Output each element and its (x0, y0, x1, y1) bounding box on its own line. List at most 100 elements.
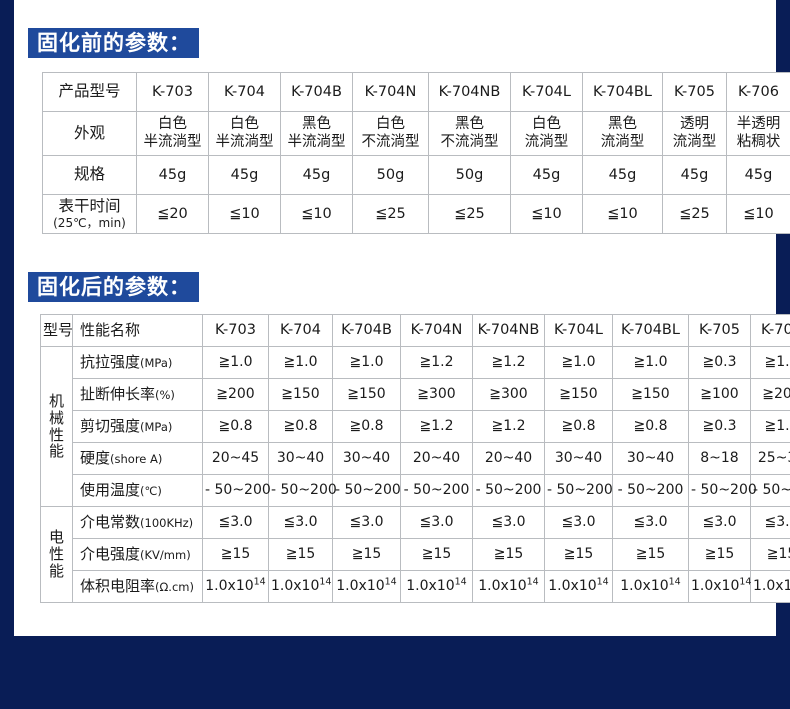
cell-appearance-7: 透明 流淌型 (662, 111, 727, 156)
group-label-char: 械 (48, 408, 64, 427)
cell-dry-0: ≦20 (136, 194, 209, 234)
cell-value-8: 1.0x1014 (750, 570, 790, 603)
cell-appearance-1: 白色 半流淌型 (208, 111, 281, 156)
cell-dry-3: ≦25 (352, 194, 429, 234)
property-name-text: 硬度 (80, 449, 111, 468)
cell-value-4: ≧300 (472, 378, 545, 411)
header-model-2: K-704B (332, 314, 401, 347)
row-label-sub: (25℃，min) (53, 215, 126, 230)
property-unit: (%) (155, 388, 175, 403)
cell-spec-4: 50g (428, 155, 511, 195)
cell-spec-2: 45g (280, 155, 353, 195)
cell-value-8: - 50~200 (750, 474, 790, 507)
cell-value-1: ≦3.0 (268, 506, 333, 539)
cell-value-5: ≧150 (544, 378, 613, 411)
cell-model-5: K-704L (510, 72, 583, 112)
appearance-line2: 半流淌型 (287, 133, 346, 150)
cell-value-5: ≦3.0 (544, 506, 613, 539)
cell-spec-0: 45g (136, 155, 209, 195)
row-label-spec: 规格 (42, 155, 137, 195)
group-label-char: 电 (48, 528, 64, 547)
table-body-post-cure: 机械性能抗拉强度(MPa) ≧1.0 ≧1.0 ≧1.0 ≧1.2 ≧1.2 ≧1.0 ≧1.… (40, 346, 790, 603)
cell-dry-6: ≦10 (582, 194, 663, 234)
cell-value-4: - 50~200 (472, 474, 545, 507)
header-model-5: K-704L (544, 314, 613, 347)
cell-appearance-5: 白色 流淌型 (510, 111, 583, 156)
property-unit: (MPa) (140, 356, 173, 371)
header-property-label: 性能名称 (72, 314, 203, 347)
cell-spec-7: 45g (662, 155, 727, 195)
property-name-text: 扯断伸长率 (80, 385, 156, 404)
property-name: 使用温度(℃) (72, 474, 203, 507)
cell-value-3: ≧1.2 (400, 410, 473, 443)
cell-value-5: 30~40 (544, 442, 613, 475)
appearance-line2: 流淌型 (600, 133, 645, 150)
cell-value-2: 30~40 (332, 442, 401, 475)
appearance-line1: 黑色 (302, 116, 331, 133)
cell-spec-5: 45g (510, 155, 583, 195)
table-post-cure: 型号 性能名称 K-703 K-704 K-704B K-704N K-704N… (40, 314, 790, 603)
cell-value-0: ≧1.0 (202, 346, 269, 379)
group-label-char: 能 (48, 442, 64, 461)
cell-value-8: ≦3.0 (750, 506, 790, 539)
cell-value-3: 1.0x1014 (400, 570, 473, 603)
group-label-1: 电性能 (40, 506, 73, 603)
row-label-surface-dry-time: 表干时间 (25℃，min) (42, 194, 137, 234)
cell-value-6: ≧15 (612, 538, 689, 571)
cell-value-5: - 50~200 (544, 474, 613, 507)
cell-value-7: ≧0.3 (688, 410, 751, 443)
cell-value-0: 1.0x1014 (202, 570, 269, 603)
table-row: 电性能介电常数(100KHz) ≦3.0 ≦3.0 ≦3.0 ≦3.0 ≦3.0 ≦3.0 ≦… (40, 506, 790, 603)
cell-value-2: ≦3.0 (332, 506, 401, 539)
appearance-line1: 白色 (230, 116, 259, 133)
cell-dry-2: ≦10 (280, 194, 353, 234)
group-label-char: 机 (48, 391, 64, 410)
section-pre-cure: 固化前的参数： (28, 28, 199, 58)
header-model-6: K-704BL (612, 314, 689, 347)
appearance-line1: 白色 (376, 116, 405, 133)
row-label-main: 表干时间 (58, 197, 121, 216)
appearance-line2: 流淌型 (524, 133, 569, 150)
appearance-line2: 流淌型 (672, 133, 717, 150)
cell-value-4: ≧1.2 (472, 410, 545, 443)
property-unit: (100KHz) (140, 516, 194, 531)
table-row-surface-dry-time: 表干时间 (25℃，min) ≦20 ≦10 ≦10 ≦25 ≦25 ≦10 ≦… (42, 194, 790, 234)
cell-value-3: ≦3.0 (400, 506, 473, 539)
cell-value-4: ≧15 (472, 538, 545, 571)
property-unit: (Ω.cm) (155, 580, 194, 595)
table-row-spec: 规格 45g 45g 45g 50g 50g 45g 45g 45g 45g (42, 155, 790, 195)
table-row: 使用温度(℃) - 50~200- 50~200- 50~200- 50~200-… (41, 474, 790, 507)
cell-value-1: ≧150 (268, 378, 333, 411)
table-row: 硬度(shore A) 20~45 30~40 30~40 20~40 20~40 30~4… (41, 442, 790, 475)
group-label-0: 机械性能 (40, 346, 73, 507)
group-label-char: 能 (48, 561, 64, 580)
section-post-cure: 固化后的参数： (28, 272, 199, 302)
property-unit: (MPa) (140, 420, 173, 435)
header-model-4: K-704NB (472, 314, 545, 347)
row-label-model: 产品型号 (42, 72, 137, 112)
property-name-text: 介电常数 (80, 513, 141, 532)
cell-value-1: - 50~200 (268, 474, 337, 507)
row-label-appearance: 外观 (42, 111, 137, 156)
cell-value-7: ≧15 (688, 538, 751, 571)
cell-value-5: ≧0.8 (544, 410, 613, 443)
cell-value-2: ≧1.0 (332, 346, 401, 379)
cell-value-0: ≧0.8 (202, 410, 269, 443)
cell-value-6: 30~40 (612, 442, 689, 475)
cell-value-8: ≧1.6 (750, 410, 790, 443)
appearance-line1: 白色 (532, 116, 561, 133)
property-name-text: 介电强度 (80, 545, 141, 564)
cell-value-4: ≦3.0 (472, 506, 545, 539)
cell-value-0: ≧200 (202, 378, 269, 411)
cell-value-6: ≦3.0 (612, 506, 689, 539)
appearance-line2: 半流淌型 (143, 133, 202, 150)
cell-model-8: K-706 (726, 72, 790, 112)
cell-model-7: K-705 (662, 72, 727, 112)
group-label-char: 性 (48, 545, 64, 564)
cell-model-4: K-704NB (428, 72, 511, 112)
property-unit: (℃) (140, 484, 162, 499)
cell-value-2: ≧15 (332, 538, 401, 571)
cell-value-7: - 50~200 (688, 474, 757, 507)
cell-value-7: ≦3.0 (688, 506, 751, 539)
